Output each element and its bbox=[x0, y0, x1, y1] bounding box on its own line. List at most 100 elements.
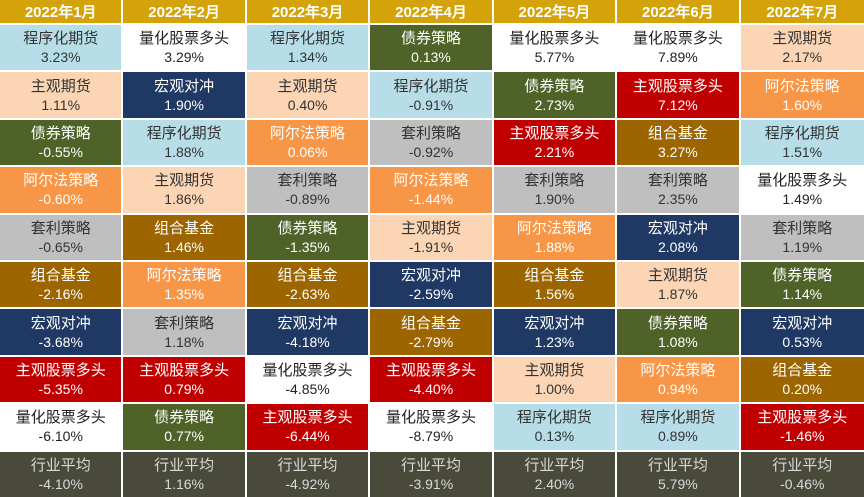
strategy-name: 债券策略 bbox=[31, 124, 91, 143]
strategy-cell: 阿尔法策略 -1.44% bbox=[370, 167, 491, 212]
monthly-return: -1.91% bbox=[409, 238, 453, 256]
strategy-name: 程序化期货 bbox=[270, 29, 345, 48]
monthly-return: 1.08% bbox=[658, 333, 698, 351]
strategy-name: 套利策略 bbox=[524, 171, 584, 190]
monthly-return: 0.77% bbox=[164, 427, 204, 445]
monthly-return: -3.68% bbox=[39, 333, 83, 351]
strategy-name: 主观股票多头 bbox=[633, 77, 723, 96]
strategy-name: 债券策略 bbox=[524, 77, 584, 96]
monthly-return: 1.51% bbox=[782, 143, 822, 161]
strategy-name: 组合基金 bbox=[648, 124, 708, 143]
strategy-name: 宏观对冲 bbox=[524, 314, 584, 333]
monthly-return: 1.16% bbox=[164, 475, 204, 493]
monthly-return: -1.46% bbox=[780, 427, 824, 445]
strategy-name: 套利策略 bbox=[648, 171, 708, 190]
strategy-cell: 债券策略 -1.35% bbox=[247, 215, 368, 260]
strategy-cell: 主观股票多头 -4.40% bbox=[370, 357, 491, 402]
strategy-cell: 宏观对冲 -2.59% bbox=[370, 262, 491, 307]
strategy-cell: 套利策略 2.35% bbox=[617, 167, 738, 212]
strategy-name: 阿尔法策略 bbox=[393, 171, 468, 190]
strategy-cell: 阿尔法策略 -0.60% bbox=[0, 167, 121, 212]
strategy-cell: 量化股票多头 -4.85% bbox=[247, 357, 368, 402]
monthly-return: 2.17% bbox=[782, 48, 822, 66]
monthly-return: 7.89% bbox=[658, 48, 698, 66]
monthly-return: 1.49% bbox=[782, 190, 822, 208]
strategy-cell: 宏观对冲 0.53% bbox=[741, 309, 864, 354]
strategy-name: 套利策略 bbox=[154, 314, 214, 333]
strategy-cell: 主观期货 1.11% bbox=[0, 72, 121, 117]
strategy-name: 组合基金 bbox=[154, 219, 214, 238]
strategy-name: 套利策略 bbox=[772, 219, 832, 238]
monthly-return: -6.44% bbox=[285, 427, 329, 445]
strategy-cell: 宏观对冲 1.23% bbox=[494, 309, 615, 354]
strategy-name: 阿尔法策略 bbox=[23, 171, 98, 190]
average-cell: 行业平均 -0.46% bbox=[741, 452, 864, 497]
strategy-name: 阿尔法策略 bbox=[765, 77, 840, 96]
monthly-return: 5.77% bbox=[535, 48, 575, 66]
strategy-cell: 组合基金 -2.63% bbox=[247, 262, 368, 307]
monthly-return: -4.18% bbox=[285, 333, 329, 351]
monthly-return: 1.87% bbox=[658, 285, 698, 303]
strategy-name: 主观股票多头 bbox=[757, 408, 847, 427]
strategy-name: 行业平均 bbox=[278, 456, 338, 475]
strategy-name: 宏观对冲 bbox=[278, 314, 338, 333]
monthly-return: 1.14% bbox=[782, 285, 822, 303]
monthly-return: 1.90% bbox=[535, 190, 575, 208]
strategy-cell: 套利策略 1.90% bbox=[494, 167, 615, 212]
strategy-name: 组合基金 bbox=[401, 314, 461, 333]
strategy-cell: 主观股票多头 0.79% bbox=[123, 357, 244, 402]
monthly-return: 0.40% bbox=[288, 96, 328, 114]
average-cell: 行业平均 -4.10% bbox=[0, 452, 121, 497]
monthly-return: -1.44% bbox=[409, 190, 453, 208]
strategy-cell: 主观股票多头 -5.35% bbox=[0, 357, 121, 402]
strategy-cell: 债券策略 1.14% bbox=[741, 262, 864, 307]
strategy-name: 主观期货 bbox=[648, 266, 708, 285]
strategy-cell: 阿尔法策略 1.88% bbox=[494, 215, 615, 260]
strategy-cell: 套利策略 -0.65% bbox=[0, 215, 121, 260]
strategy-name: 套利策略 bbox=[278, 171, 338, 190]
strategy-name: 主观期货 bbox=[154, 171, 214, 190]
average-cell: 行业平均 1.16% bbox=[123, 452, 244, 497]
monthly-return: 3.27% bbox=[658, 143, 698, 161]
monthly-return: 1.11% bbox=[41, 96, 80, 114]
strategy-name: 行业平均 bbox=[524, 456, 584, 475]
strategy-name: 宏观对冲 bbox=[772, 314, 832, 333]
strategy-cell: 宏观对冲 1.90% bbox=[123, 72, 244, 117]
strategy-name: 债券策略 bbox=[401, 29, 461, 48]
monthly-return: -4.10% bbox=[39, 475, 83, 493]
strategy-cell: 主观期货 2.17% bbox=[741, 25, 864, 70]
strategy-cell: 阿尔法策略 0.94% bbox=[617, 357, 738, 402]
column-header: 2022年1月 bbox=[0, 0, 121, 23]
strategy-cell: 宏观对冲 2.08% bbox=[617, 215, 738, 260]
strategy-cell: 组合基金 3.27% bbox=[617, 120, 738, 165]
monthly-return: 0.94% bbox=[658, 380, 698, 398]
average-cell: 行业平均 5.79% bbox=[617, 452, 738, 497]
strategy-name: 行业平均 bbox=[648, 456, 708, 475]
monthly-return: -2.16% bbox=[39, 285, 83, 303]
strategy-name: 组合基金 bbox=[772, 361, 832, 380]
strategy-name: 量化股票多头 bbox=[509, 29, 599, 48]
monthly-return: 3.23% bbox=[41, 48, 81, 66]
strategy-name: 量化股票多头 bbox=[386, 408, 476, 427]
strategy-cell: 组合基金 -2.79% bbox=[370, 309, 491, 354]
monthly-return: 0.53% bbox=[782, 333, 822, 351]
monthly-return: 7.12% bbox=[658, 96, 698, 114]
monthly-return: -1.35% bbox=[285, 238, 329, 256]
monthly-return: 1.35% bbox=[164, 285, 204, 303]
strategy-cell: 债券策略 2.73% bbox=[494, 72, 615, 117]
strategy-cell: 债券策略 0.13% bbox=[370, 25, 491, 70]
monthly-return: 5.79% bbox=[658, 475, 698, 493]
monthly-return: 3.29% bbox=[164, 48, 204, 66]
monthly-return: 0.79% bbox=[164, 380, 204, 398]
strategy-cell: 组合基金 -2.16% bbox=[0, 262, 121, 307]
monthly-return: -5.35% bbox=[39, 380, 83, 398]
monthly-return: -0.89% bbox=[285, 190, 329, 208]
strategy-cell: 套利策略 1.19% bbox=[741, 215, 864, 260]
strategy-cell: 阿尔法策略 0.06% bbox=[247, 120, 368, 165]
strategy-name: 阿尔法策略 bbox=[270, 124, 345, 143]
column-header: 2022年7月 bbox=[741, 0, 864, 23]
strategy-cell: 组合基金 1.56% bbox=[494, 262, 615, 307]
monthly-return: -0.92% bbox=[409, 143, 453, 161]
strategy-name: 主观期货 bbox=[401, 219, 461, 238]
